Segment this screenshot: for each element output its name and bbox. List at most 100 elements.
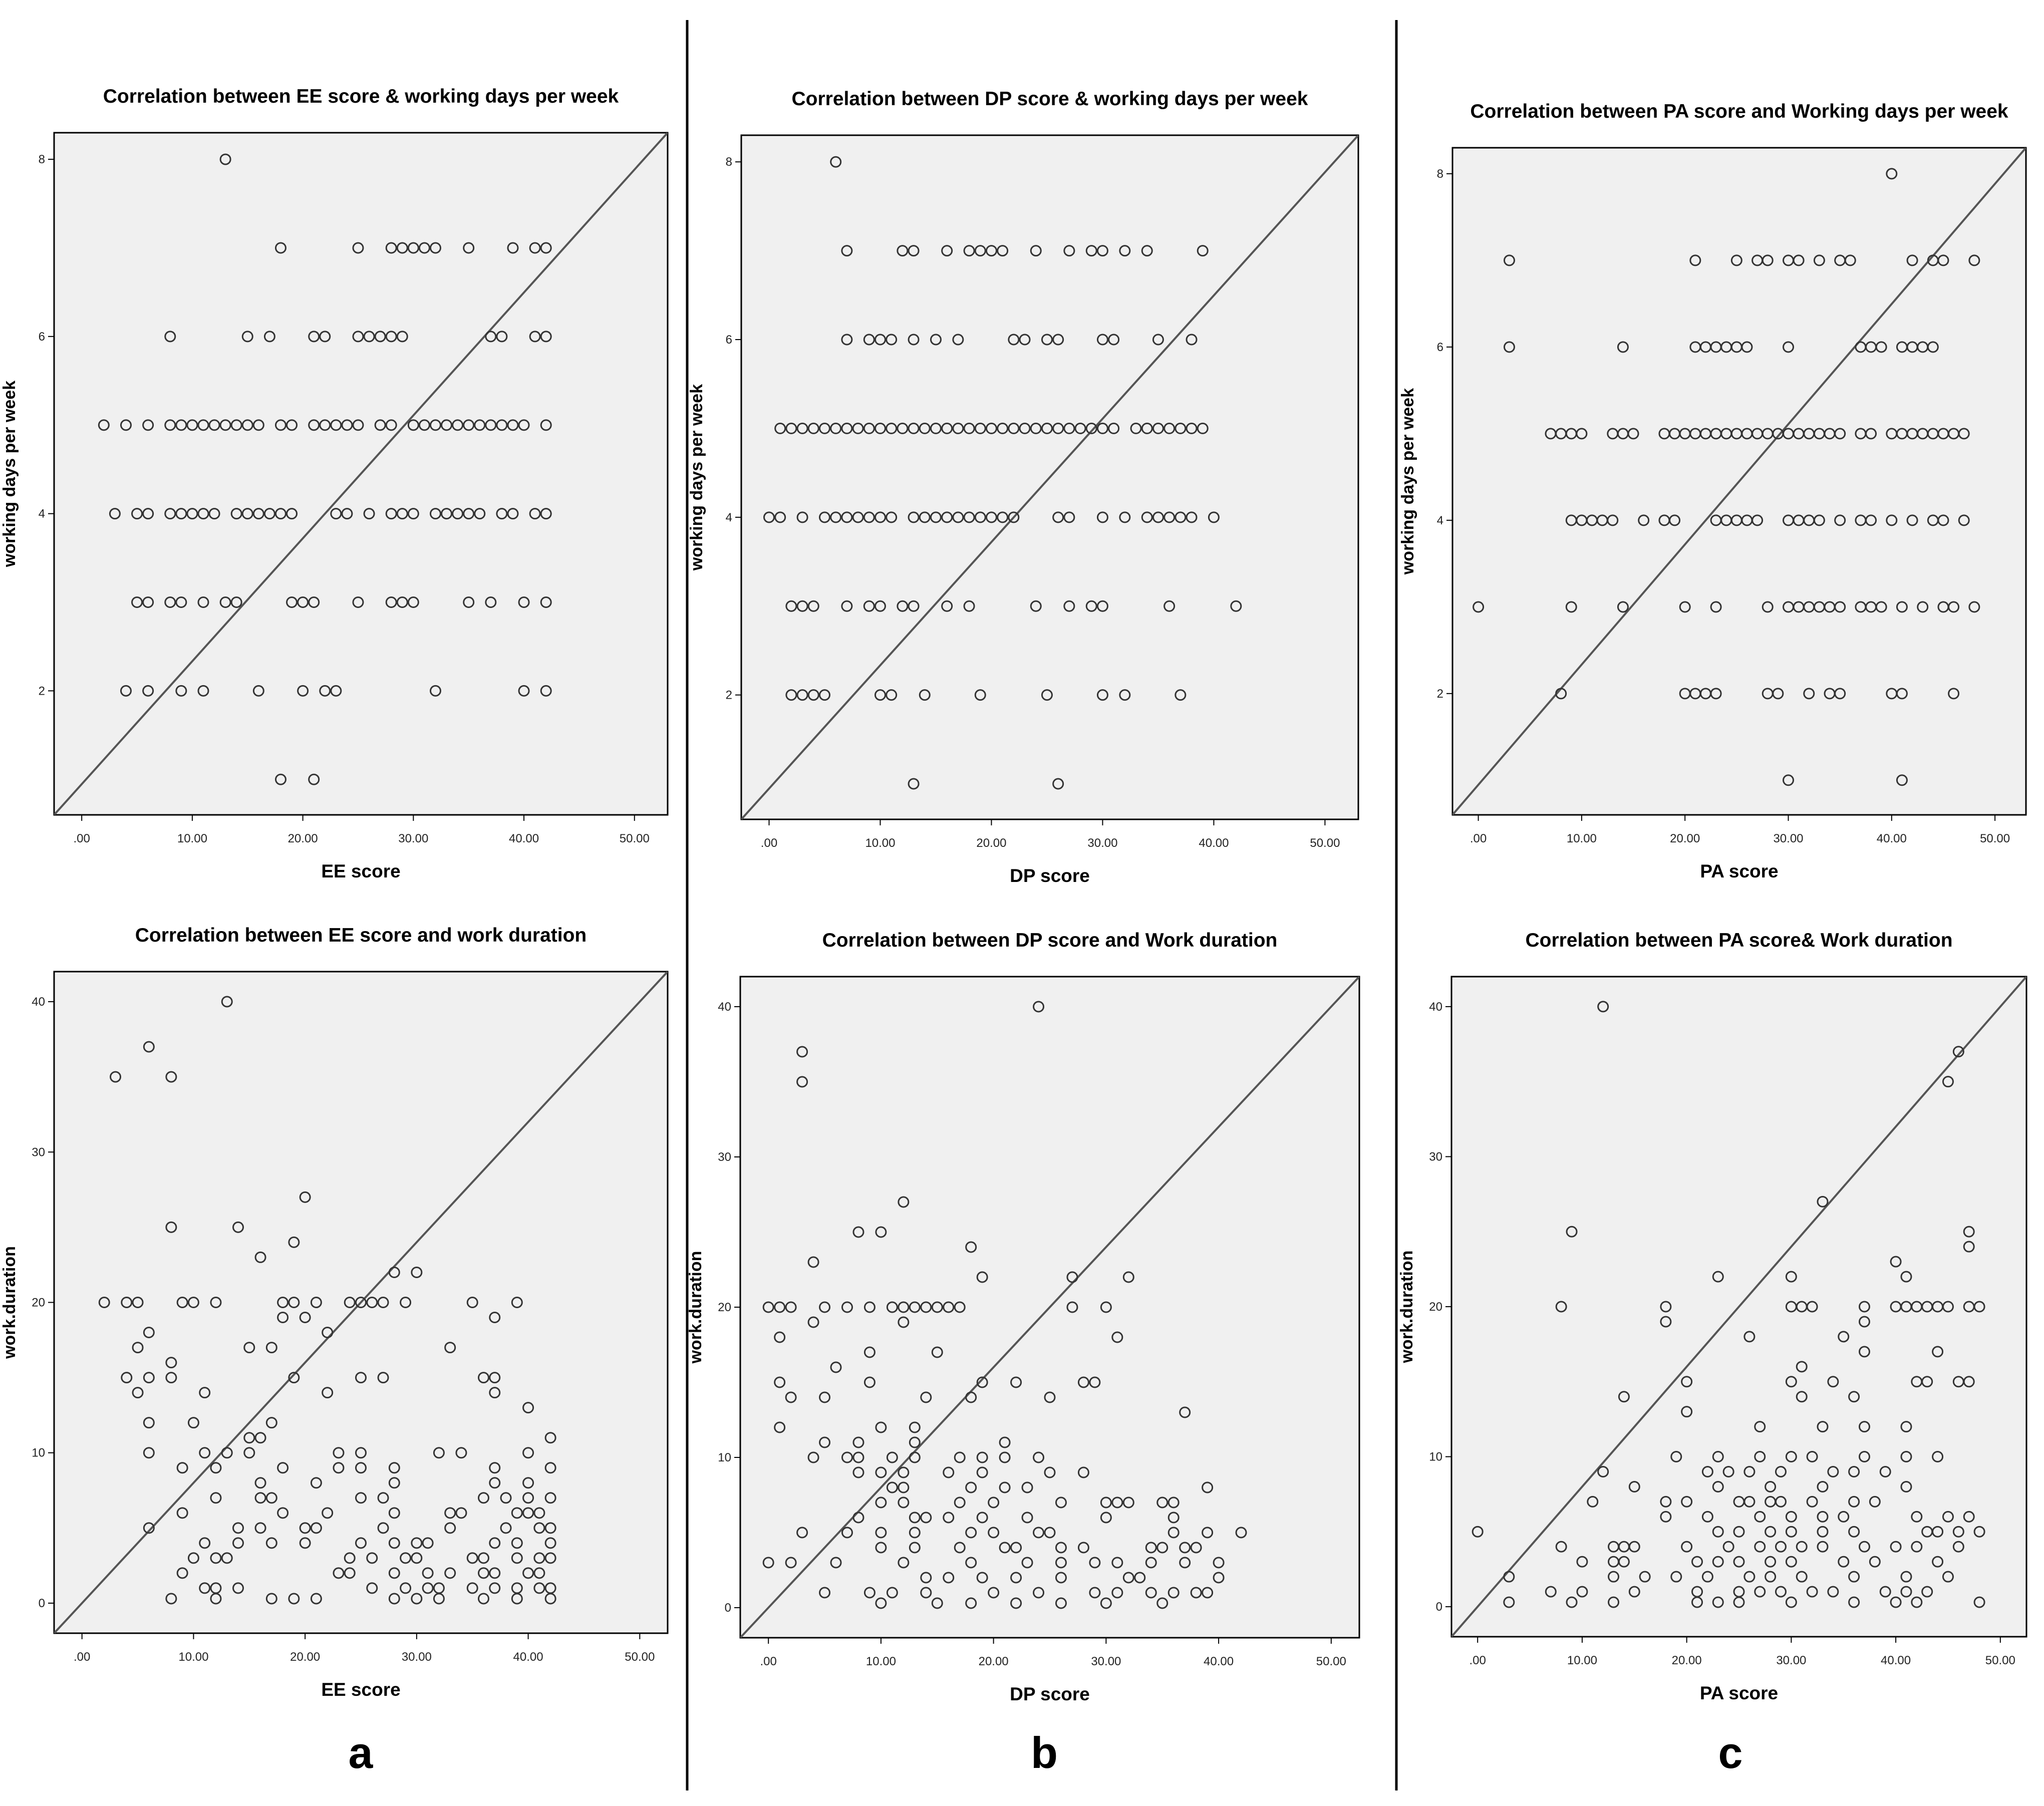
data-point — [1100, 1512, 1112, 1524]
data-point — [1834, 688, 1846, 700]
data-point — [221, 1552, 233, 1564]
data-point — [496, 508, 508, 520]
data-point — [1044, 1527, 1056, 1539]
x-tick-label: 40.00 — [513, 1650, 543, 1664]
data-point — [165, 1221, 177, 1233]
data-point — [165, 1071, 177, 1083]
data-point — [1141, 245, 1153, 257]
data-point — [263, 508, 275, 520]
y-tick-label: 8 — [1437, 167, 1443, 181]
data-point — [485, 596, 497, 608]
data-point — [1806, 1495, 1818, 1508]
data-point — [265, 1417, 277, 1429]
data-point — [1743, 1331, 1756, 1343]
data-point — [330, 419, 342, 431]
data-point — [1834, 514, 1846, 526]
data-point — [463, 419, 475, 431]
x-tick-label: 30.00 — [1091, 1655, 1121, 1668]
x-tick-label: 50.00 — [1980, 832, 2010, 845]
data-point — [1085, 600, 1097, 612]
data-point — [418, 419, 430, 431]
y-tick-label: 4 — [726, 511, 732, 524]
data-point — [1033, 1001, 1045, 1013]
data-point — [818, 422, 830, 434]
data-point — [1021, 1481, 1033, 1493]
data-point — [366, 1297, 378, 1308]
data-point — [908, 778, 920, 790]
data-point — [478, 1372, 489, 1384]
data-point — [909, 1421, 921, 1433]
data-point — [999, 1436, 1011, 1448]
data-point — [297, 596, 309, 608]
data-point — [1010, 1572, 1022, 1584]
data-point — [930, 511, 942, 523]
x-tick-label: 40.00 — [1204, 1655, 1234, 1668]
data-point — [132, 1297, 144, 1308]
data-point — [1681, 1406, 1693, 1418]
data-point — [1008, 422, 1020, 434]
data-point — [455, 1507, 467, 1519]
data-point — [385, 596, 397, 608]
data-point — [511, 1507, 523, 1519]
scatter-panel-6: Correlation between PA score& Work durat… — [1397, 930, 2027, 1703]
data-point — [1202, 1481, 1214, 1493]
data-point — [1063, 600, 1075, 612]
y-tick-label: 4 — [39, 507, 45, 521]
data-point — [796, 600, 808, 612]
y-tick-label: 10 — [1429, 1450, 1442, 1464]
data-point — [199, 1447, 211, 1459]
x-tick-label: 30.00 — [398, 832, 428, 845]
data-point — [1712, 1556, 1724, 1568]
chart-title: Correlation between PA score and Working… — [1470, 101, 2008, 122]
data-point — [265, 1537, 277, 1549]
data-point — [489, 1567, 501, 1579]
data-point — [1010, 1376, 1022, 1388]
data-point — [1175, 689, 1187, 701]
data-point — [930, 334, 942, 346]
y-axis-label: work.duration — [686, 1251, 705, 1364]
data-point — [489, 1312, 501, 1324]
data-point — [120, 685, 132, 697]
data-point — [875, 1527, 887, 1539]
data-point — [175, 508, 187, 520]
data-point — [943, 1572, 955, 1584]
data-point — [400, 1297, 412, 1308]
data-point — [919, 422, 931, 434]
data-point — [1733, 1556, 1745, 1568]
data-point — [1942, 1571, 1954, 1583]
data-point — [1152, 334, 1164, 346]
data-point — [1660, 1495, 1672, 1508]
y-tick-label: 20 — [718, 1301, 731, 1314]
y-tick-label: 6 — [726, 333, 732, 347]
data-point — [863, 600, 875, 612]
x-tick-label: .00 — [1469, 1654, 1486, 1667]
data-point — [807, 1256, 819, 1268]
data-point — [807, 600, 819, 612]
data-point — [762, 1301, 774, 1313]
data-point — [818, 689, 830, 701]
data-point — [1617, 341, 1629, 353]
data-point — [518, 685, 530, 697]
data-point — [533, 1507, 545, 1519]
data-point — [1900, 1421, 1912, 1433]
data-point — [1911, 1541, 1923, 1553]
data-point — [796, 689, 808, 701]
data-point — [874, 422, 886, 434]
data-point — [478, 1552, 489, 1564]
data-point — [1689, 254, 1701, 266]
data-point — [496, 331, 508, 343]
data-point — [142, 419, 154, 431]
data-point — [1608, 1596, 1620, 1608]
x-tick-label: 20.00 — [976, 836, 1006, 850]
data-point — [841, 1301, 853, 1313]
data-point — [529, 508, 541, 520]
data-point — [1775, 1495, 1787, 1508]
data-point — [830, 511, 842, 523]
x-tick-label: 30.00 — [1773, 832, 1803, 845]
data-point — [288, 1372, 300, 1384]
data-point — [388, 1507, 400, 1519]
data-point — [931, 1346, 943, 1358]
data-point — [297, 685, 309, 697]
reference-line — [1451, 977, 2026, 1637]
data-point — [796, 1527, 808, 1539]
